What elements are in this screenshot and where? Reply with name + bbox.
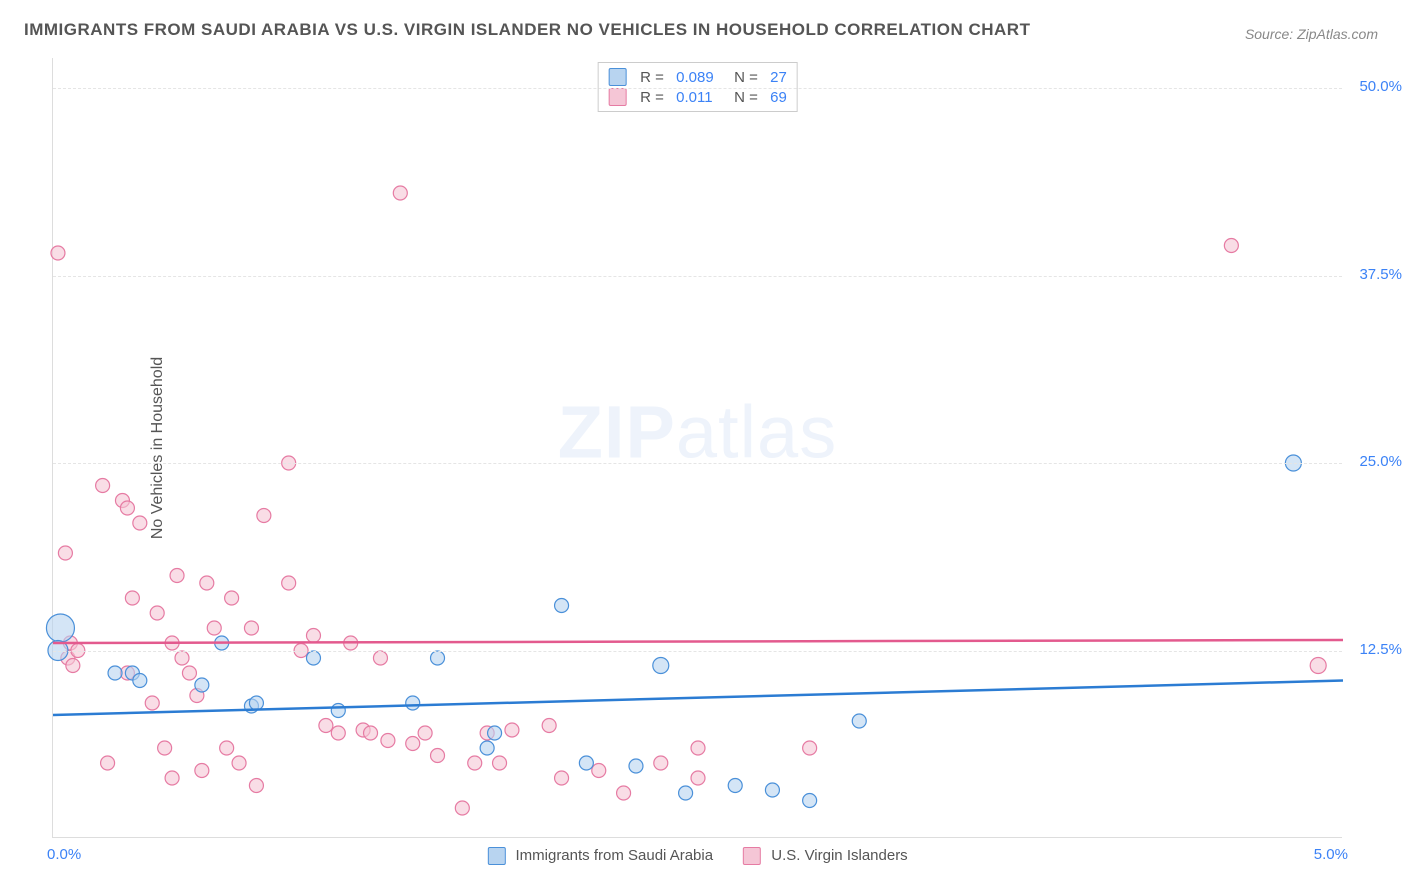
trend-line — [53, 681, 1343, 716]
data-point — [282, 576, 296, 590]
data-point — [175, 651, 189, 665]
data-point — [232, 756, 246, 770]
data-point — [493, 756, 507, 770]
data-point — [96, 479, 110, 493]
plot-svg — [53, 58, 1342, 837]
data-point — [418, 726, 432, 740]
data-point — [765, 783, 779, 797]
data-point — [579, 756, 593, 770]
source-label: Source: ZipAtlas.com — [1245, 26, 1378, 42]
data-point — [373, 651, 387, 665]
data-point — [249, 779, 263, 793]
data-point — [257, 509, 271, 523]
data-point — [249, 696, 263, 710]
data-point — [150, 606, 164, 620]
data-point — [555, 771, 569, 785]
legend-label-1: U.S. Virgin Islanders — [771, 847, 907, 864]
data-point — [617, 786, 631, 800]
data-point — [653, 658, 669, 674]
data-point — [133, 516, 147, 530]
data-point — [200, 576, 214, 590]
data-point — [306, 629, 320, 643]
data-point — [207, 621, 221, 635]
series-legend: Immigrants from Saudi Arabia U.S. Virgin… — [487, 847, 907, 865]
data-point — [133, 674, 147, 688]
data-point — [555, 599, 569, 613]
y-gridline — [53, 276, 1342, 277]
data-point — [431, 651, 445, 665]
data-point — [852, 714, 866, 728]
data-point — [728, 779, 742, 793]
legend-item-1: U.S. Virgin Islanders — [743, 847, 908, 865]
data-point — [1310, 658, 1326, 674]
data-point — [58, 546, 72, 560]
data-point — [195, 678, 209, 692]
data-point — [244, 621, 258, 635]
data-point — [629, 759, 643, 773]
data-point — [125, 591, 139, 605]
data-point — [1224, 239, 1238, 253]
data-point — [542, 719, 556, 733]
data-point — [679, 786, 693, 800]
data-point — [803, 794, 817, 808]
data-point — [306, 651, 320, 665]
data-point — [691, 741, 705, 755]
data-point — [393, 186, 407, 200]
data-point — [505, 723, 519, 737]
data-point — [46, 614, 74, 642]
x-tick-left: 0.0% — [47, 846, 81, 863]
data-point — [654, 756, 668, 770]
legend-swatch-1 — [743, 847, 761, 865]
legend-item-0: Immigrants from Saudi Arabia — [487, 847, 713, 865]
chart-area: No Vehicles in Household ZIPatlas R = 0.… — [52, 58, 1342, 838]
data-point — [120, 501, 134, 515]
y-tick: 37.5% — [1347, 266, 1402, 283]
data-point — [406, 696, 420, 710]
data-point — [225, 591, 239, 605]
data-point — [319, 719, 333, 733]
y-tick: 12.5% — [1347, 641, 1402, 658]
data-point — [66, 659, 80, 673]
data-point — [170, 569, 184, 583]
data-point — [468, 756, 482, 770]
data-point — [592, 764, 606, 778]
data-point — [381, 734, 395, 748]
data-point — [165, 771, 179, 785]
legend-label-0: Immigrants from Saudi Arabia — [515, 847, 713, 864]
chart-title: IMMIGRANTS FROM SAUDI ARABIA VS U.S. VIR… — [24, 20, 1030, 40]
data-point — [480, 741, 494, 755]
data-point — [803, 741, 817, 755]
data-point — [145, 696, 159, 710]
data-point — [331, 704, 345, 718]
x-tick-right: 5.0% — [1314, 846, 1348, 863]
legend-swatch-0 — [487, 847, 505, 865]
y-tick: 25.0% — [1347, 453, 1402, 470]
y-gridline — [53, 88, 1342, 89]
data-point — [455, 801, 469, 815]
data-point — [220, 741, 234, 755]
data-point — [331, 726, 345, 740]
data-point — [195, 764, 209, 778]
y-gridline — [53, 651, 1342, 652]
trend-line — [53, 640, 1343, 643]
data-point — [364, 726, 378, 740]
data-point — [488, 726, 502, 740]
data-point — [406, 737, 420, 751]
y-tick: 50.0% — [1347, 78, 1402, 95]
data-point — [691, 771, 705, 785]
data-point — [51, 246, 65, 260]
data-point — [108, 666, 122, 680]
data-point — [182, 666, 196, 680]
data-point — [158, 741, 172, 755]
y-gridline — [53, 463, 1342, 464]
data-point — [101, 756, 115, 770]
data-point — [431, 749, 445, 763]
